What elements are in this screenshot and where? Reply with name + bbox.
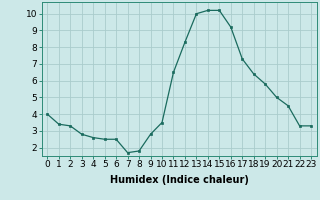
X-axis label: Humidex (Indice chaleur): Humidex (Indice chaleur)	[110, 175, 249, 185]
